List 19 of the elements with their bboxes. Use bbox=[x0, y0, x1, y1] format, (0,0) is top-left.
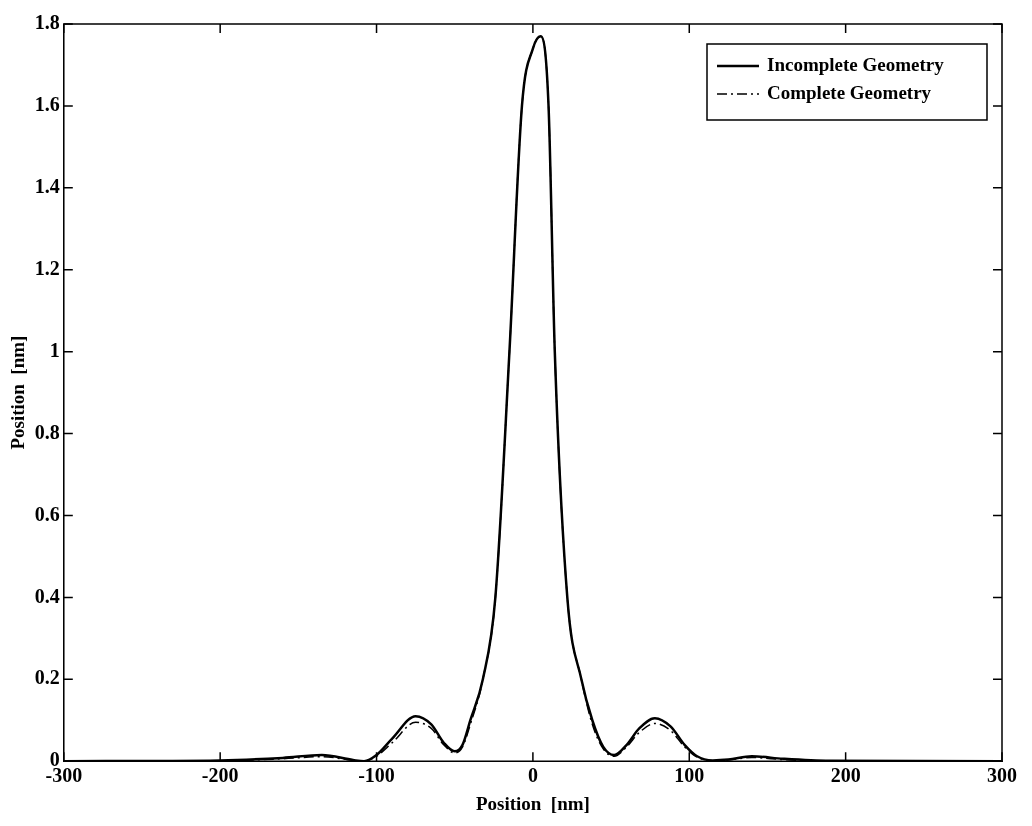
y-tick-label: 1.8 bbox=[34, 11, 60, 34]
y-tick-label: 1 bbox=[49, 338, 60, 361]
x-tick-label: -200 bbox=[201, 764, 239, 787]
y-tick-label: 1.2 bbox=[34, 256, 60, 279]
x-tick-label: 0 bbox=[527, 764, 538, 787]
y-tick-label: 0.8 bbox=[34, 420, 60, 443]
x-axis-title: Position [nm] bbox=[475, 792, 590, 814]
y-tick-label: 0.2 bbox=[34, 666, 60, 689]
y-tick-label: 0.4 bbox=[34, 584, 60, 607]
y-tick-label: 0.6 bbox=[34, 502, 60, 525]
y-tick-label: 1.4 bbox=[34, 174, 60, 197]
y-axis-title: Position [nm] bbox=[7, 335, 29, 450]
x-tick-label: 200 bbox=[830, 764, 861, 787]
x-tick-label: -100 bbox=[358, 764, 395, 787]
x-tick-label: 300 bbox=[987, 764, 1017, 787]
legend-label: Complete Geometry bbox=[767, 81, 932, 103]
y-tick-label: 1.6 bbox=[34, 93, 60, 116]
legend-label: Incomplete Geometry bbox=[767, 53, 945, 75]
x-tick-label: 100 bbox=[674, 764, 705, 787]
